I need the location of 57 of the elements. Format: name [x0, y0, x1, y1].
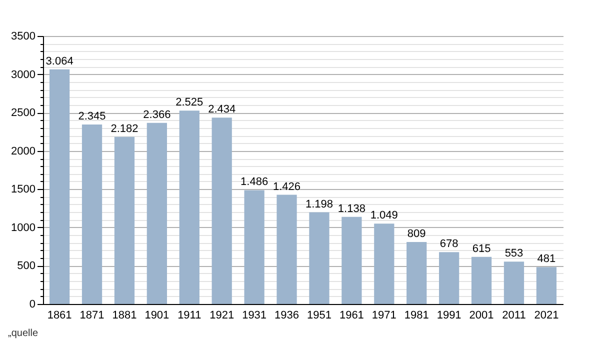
bar [146, 122, 167, 304]
data-label: 1.049 [370, 210, 398, 222]
x-tick-label: 1911 [178, 310, 202, 322]
data-label: 1.486 [240, 176, 268, 188]
x-tick-label: 1861 [47, 310, 72, 322]
data-label: 2.525 [176, 96, 204, 109]
y-tick-label: 2000 [11, 145, 36, 158]
x-tick-label: 1881 [112, 310, 137, 322]
bar [309, 212, 330, 304]
bar [82, 124, 102, 304]
y-tick-label: 2500 [11, 107, 36, 120]
bar [179, 110, 200, 304]
y-tick-label: 3000 [11, 68, 36, 81]
x-tick-label: 1951 [306, 310, 332, 322]
bar [471, 256, 492, 304]
data-label: 2.434 [208, 104, 236, 116]
data-label: 2.345 [78, 110, 106, 122]
data-label: 1.426 [273, 180, 301, 193]
data-label: 481 [537, 253, 556, 266]
data-label: 615 [472, 242, 491, 255]
bar [276, 194, 297, 304]
x-tick-label: 1991 [436, 310, 462, 322]
bar [244, 190, 264, 304]
x-tick-label: 2001 [469, 310, 494, 322]
x-tick-label: 1871 [80, 310, 104, 322]
x-tick-label: 1961 [339, 310, 364, 322]
bar [342, 216, 362, 304]
x-tick-label: 1981 [404, 310, 429, 322]
bar [439, 252, 460, 304]
text: „quelle [8, 328, 38, 339]
x-tick-label: 1931 [242, 310, 267, 322]
data-label: 2.366 [143, 108, 171, 121]
data-label: 809 [407, 228, 426, 240]
bar [504, 262, 524, 304]
x-tick-label: 1901 [144, 310, 170, 322]
bar [114, 136, 135, 304]
x-tick-label: 2021 [534, 310, 559, 322]
x-tick-label: 1921 [210, 310, 234, 322]
data-label: 1.198 [305, 198, 333, 210]
bar [49, 69, 70, 304]
data-label: 678 [440, 238, 458, 250]
data-label: 1.138 [338, 202, 366, 215]
y-tick-label: 1500 [11, 184, 36, 196]
x-tick-label: 2011 [502, 310, 526, 322]
bar [406, 242, 427, 304]
y-tick-label: 3500 [11, 30, 36, 42]
x-tick-label: 1936 [274, 310, 300, 322]
bar [536, 267, 557, 304]
y-tick-label: 0 [29, 298, 36, 310]
data-label: 2.182 [110, 122, 138, 135]
y-tick-label: 500 [17, 260, 36, 272]
y-tick-label: 1000 [11, 222, 36, 234]
data-label: 553 [504, 248, 524, 260]
bar [374, 224, 394, 304]
x-tick-label: 1971 [372, 310, 396, 322]
bar [212, 118, 232, 304]
data-label: 3.064 [46, 55, 74, 68]
